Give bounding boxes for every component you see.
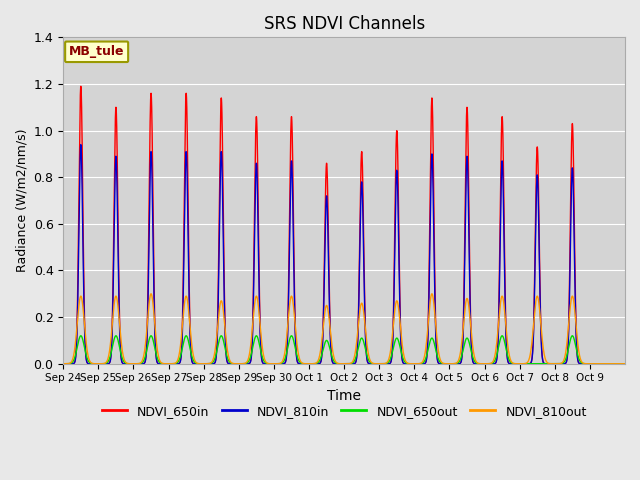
NDVI_650out — [263, 360, 271, 366]
Y-axis label: Radiance (W/m2/nm/s): Radiance (W/m2/nm/s) — [15, 129, 28, 272]
NDVI_650in — [88, 361, 95, 367]
NDVI_810out — [621, 361, 629, 367]
NDVI_650in — [506, 361, 514, 367]
Text: MB_tule: MB_tule — [69, 45, 124, 58]
NDVI_810in — [621, 361, 629, 367]
NDVI_810out — [506, 355, 514, 360]
NDVI_650in — [476, 361, 484, 367]
NDVI_810out — [60, 361, 67, 367]
NDVI_810in — [417, 361, 424, 367]
NDVI_650out — [77, 333, 84, 338]
NDVI_810out — [147, 291, 155, 297]
NDVI_810out — [263, 360, 271, 366]
NDVI_650out — [60, 361, 67, 367]
NDVI_650in — [77, 84, 84, 89]
NDVI_650out — [417, 361, 424, 367]
NDVI_810in — [77, 142, 84, 147]
NDVI_810in — [60, 361, 67, 367]
X-axis label: Time: Time — [327, 389, 361, 403]
Line: NDVI_810in: NDVI_810in — [63, 144, 625, 364]
NDVI_810out — [88, 360, 95, 366]
Legend: NDVI_650in, NDVI_810in, NDVI_650out, NDVI_810out: NDVI_650in, NDVI_810in, NDVI_650out, NDV… — [97, 400, 591, 423]
NDVI_650in — [392, 162, 399, 168]
NDVI_810out — [417, 360, 424, 366]
NDVI_650in — [263, 361, 271, 367]
Line: NDVI_810out: NDVI_810out — [63, 294, 625, 364]
NDVI_650out — [621, 361, 629, 367]
NDVI_650in — [621, 361, 629, 367]
NDVI_810out — [392, 301, 399, 307]
NDVI_650in — [417, 361, 424, 367]
NDVI_810in — [392, 195, 399, 201]
NDVI_810in — [506, 361, 514, 367]
NDVI_810out — [476, 361, 484, 367]
NDVI_650out — [476, 361, 484, 367]
NDVI_810in — [88, 361, 95, 367]
Line: NDVI_650out: NDVI_650out — [63, 336, 625, 364]
NDVI_810in — [476, 361, 484, 367]
NDVI_650out — [88, 360, 95, 366]
NDVI_650out — [392, 336, 399, 342]
NDVI_650in — [60, 361, 67, 367]
Line: NDVI_650in: NDVI_650in — [63, 86, 625, 364]
NDVI_650out — [506, 358, 514, 364]
NDVI_810in — [263, 361, 271, 367]
Title: SRS NDVI Channels: SRS NDVI Channels — [264, 15, 425, 33]
